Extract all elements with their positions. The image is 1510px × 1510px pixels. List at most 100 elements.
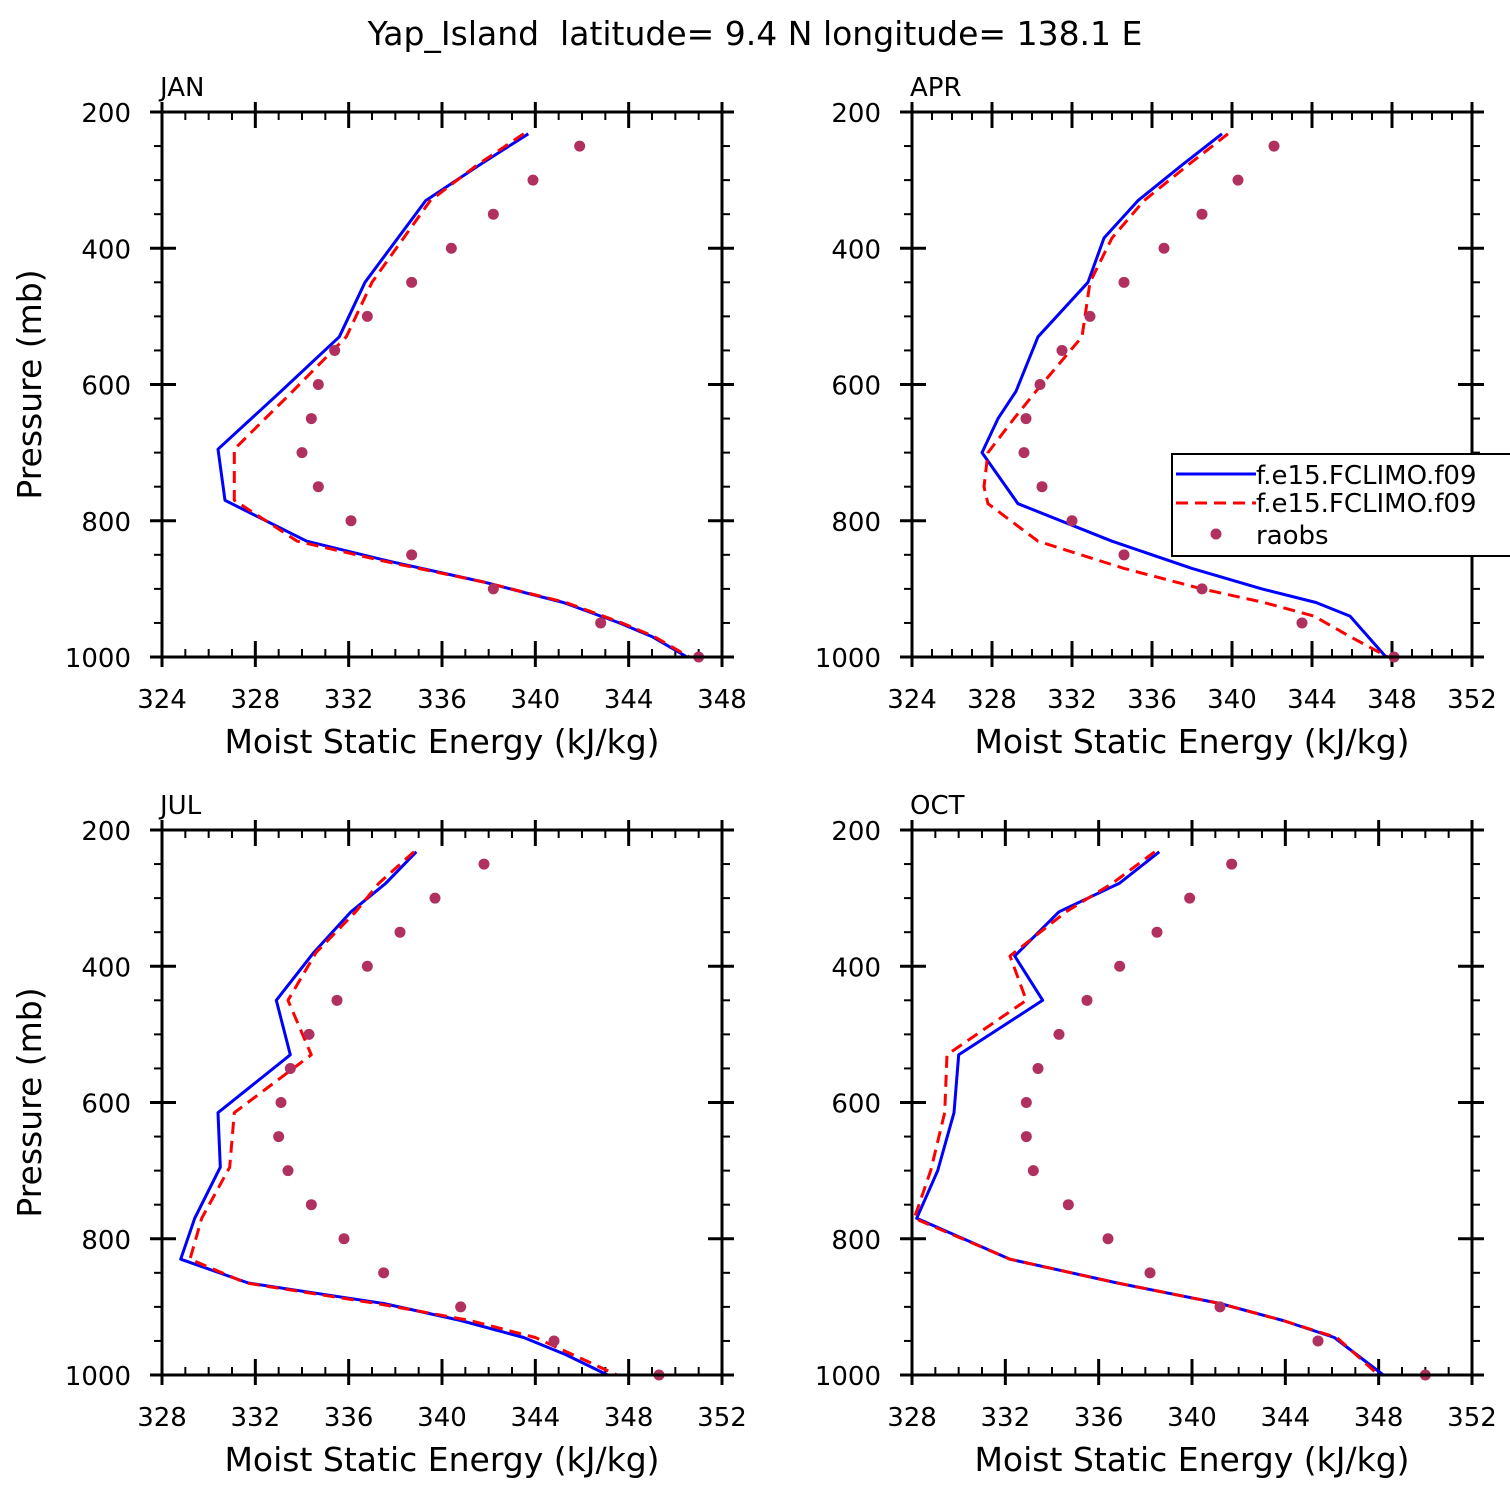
raobs-point [1226, 858, 1238, 870]
legend-label-model-solid: f.e15.FCLIMO.f09 [1256, 461, 1476, 491]
x-tick-label: 324 [137, 685, 187, 715]
raobs-point [455, 1301, 467, 1313]
raobs-point [284, 1062, 296, 1074]
raobs-point [1081, 994, 1093, 1006]
x-tick-label: 336 [324, 1403, 374, 1433]
x-tick-label: 324 [887, 685, 937, 715]
x-tick-label: 328 [231, 685, 281, 715]
raobs-point [312, 379, 324, 390]
x-tick-label: 328 [967, 685, 1017, 715]
raobs-point [1020, 1097, 1032, 1108]
raobs-point [406, 549, 418, 561]
raobs-point [1144, 1267, 1156, 1279]
raobs-point [1196, 583, 1208, 595]
raobs-point [1056, 344, 1068, 356]
raobs-point [548, 1335, 560, 1347]
raobs-point [574, 140, 586, 152]
y-tick-label: 600 [831, 372, 881, 402]
y-tick-label: 600 [831, 1090, 881, 1120]
raobs-point [305, 1199, 317, 1211]
model-solid-line [216, 132, 688, 659]
raobs-point [394, 926, 406, 938]
raobs-point [1053, 1028, 1065, 1040]
raobs-point [1114, 960, 1126, 972]
raobs-point [1084, 310, 1096, 322]
x-tick-label: 336 [1127, 685, 1177, 715]
x-tick-label: 336 [1074, 1403, 1124, 1433]
legend-label-raobs: raobs [1256, 521, 1329, 551]
x-tick-label: 344 [511, 1403, 561, 1433]
panel-title: JUL [158, 791, 202, 821]
raobs-point [445, 242, 457, 254]
legend: f.e15.FCLIMO.f09 f.e15.FCLIMO.f09 raobs [1171, 453, 1510, 557]
raobs-point [1020, 1131, 1032, 1143]
y-tick-label: 1000 [65, 1362, 131, 1392]
y-tick-label: 200 [831, 817, 881, 847]
raobs-point [312, 481, 324, 493]
raobs-point [527, 174, 539, 186]
raobs-point [1312, 1335, 1324, 1347]
raobs-point [595, 617, 607, 629]
legend-box [1171, 453, 1510, 557]
y-tick-label: 400 [831, 953, 881, 983]
plot-frame [910, 110, 1474, 659]
model-solid-line [980, 132, 1388, 658]
raobs-point [1151, 926, 1163, 938]
panel-title: JAN [158, 73, 204, 103]
raobs-point [378, 1267, 390, 1279]
model-solid-line [179, 850, 609, 1377]
raobs-point [361, 310, 373, 322]
x-tick-label: 340 [511, 685, 561, 715]
raobs-point [329, 344, 341, 356]
raobs-point [1018, 447, 1030, 459]
model-solid-line [915, 850, 1385, 1377]
raobs-point [1184, 892, 1196, 904]
raobs-point [1066, 515, 1078, 527]
y-axis-label: Pressure (mb) [10, 269, 49, 499]
y-tick-label: 800 [831, 508, 881, 538]
raobs-point [406, 276, 418, 288]
raobs-point [1296, 617, 1308, 629]
y-tick-label: 600 [81, 1090, 131, 1120]
y-axis-label: Pressure (mb) [10, 987, 49, 1217]
raobs-point [1232, 174, 1244, 186]
raobs-point [305, 413, 317, 425]
x-tick-label: 344 [1261, 1403, 1311, 1433]
x-tick-label: 352 [697, 1403, 747, 1433]
raobs-point [275, 1097, 287, 1108]
x-tick-label: 328 [137, 1403, 187, 1433]
model-dashed-line [912, 850, 1380, 1377]
y-tick-label: 1000 [65, 644, 131, 674]
x-tick-label: 344 [1287, 685, 1337, 715]
x-tick-label: 332 [981, 1403, 1031, 1433]
raobs-point [1102, 1233, 1114, 1245]
y-tick-label: 800 [81, 1226, 131, 1256]
raobs-point [296, 447, 308, 459]
raobs-point [487, 208, 499, 220]
y-tick-label: 400 [81, 235, 131, 265]
legend-swatch-raobs [1210, 528, 1222, 540]
y-tick-label: 600 [81, 372, 131, 402]
raobs-point [487, 583, 499, 595]
raobs-point [1214, 1301, 1226, 1313]
x-tick-label: 336 [417, 685, 467, 715]
raobs-point [1020, 413, 1032, 425]
figure-title: Yap_Island latitude= 9.4 N longitude= 13… [367, 14, 1143, 53]
x-tick-label: 348 [604, 1403, 654, 1433]
raobs-point [1158, 242, 1170, 254]
x-tick-label: 332 [1047, 685, 1097, 715]
plot-frame [160, 110, 724, 659]
x-axis-label: Moist Static Energy (kJ/kg) [224, 1440, 659, 1479]
x-tick-label: 348 [697, 685, 747, 715]
raobs-point [1062, 1199, 1074, 1211]
x-axis-label: Moist Static Energy (kJ/kg) [974, 1440, 1409, 1479]
model-dashed-line [232, 132, 691, 659]
panel-title: OCT [910, 791, 965, 821]
raobs-point [1032, 1062, 1044, 1074]
raobs-point [282, 1165, 294, 1177]
x-tick-label: 348 [1354, 1403, 1404, 1433]
panel-title: APR [910, 73, 962, 103]
x-axis-label: Moist Static Energy (kJ/kg) [224, 722, 659, 761]
panel-jan: JAN 324 328 332 336 340 344 348 200 400 600 800 1000… [10, 73, 747, 761]
